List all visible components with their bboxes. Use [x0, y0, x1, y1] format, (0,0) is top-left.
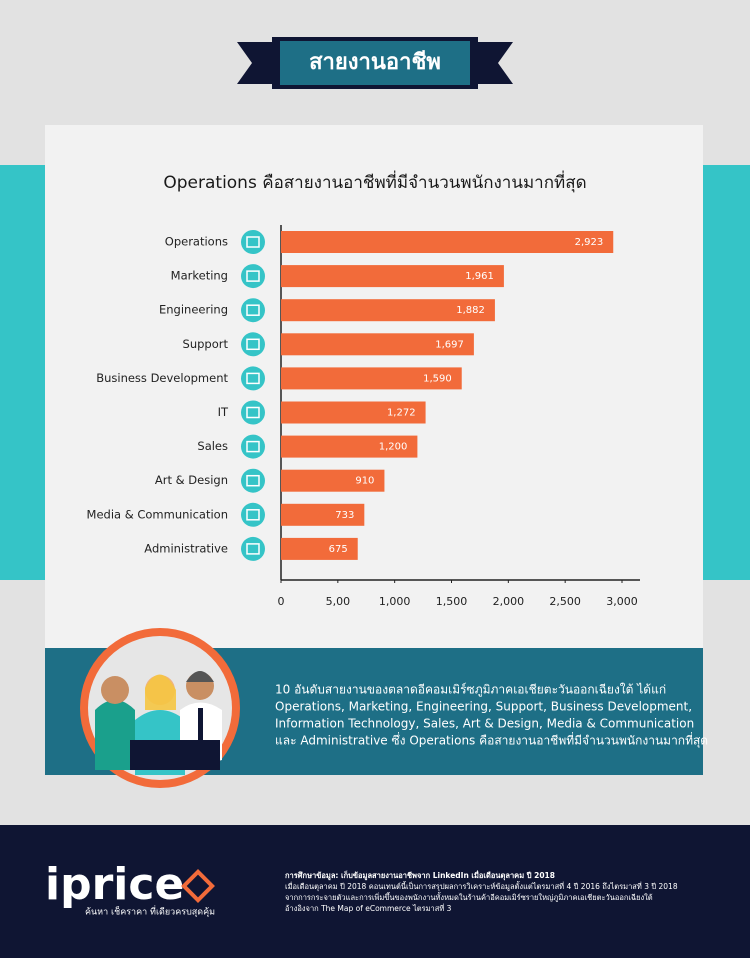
value-label: 910 — [355, 476, 374, 487]
logo: iprice — [45, 859, 184, 910]
source-line: เมื่อเดือนตุลาคม ปี 2018 คอนเทนต์นี้เป็น… — [285, 881, 678, 891]
category-icon-glyph — [246, 509, 260, 521]
y-tick-label: Business Development — [96, 371, 228, 385]
x-tick-label: 5,00 — [326, 595, 351, 608]
category-icon — [241, 230, 265, 254]
value-label: 1,697 — [435, 339, 464, 350]
source-line: จากการกระจายตัวและการเพิ่มขึ้นของพนักงาน… — [285, 892, 653, 902]
y-tick-label: Marketing — [171, 269, 228, 283]
category-icon-glyph — [246, 372, 260, 385]
x-tick-label: 0 — [278, 595, 285, 608]
category-icon-glyph — [246, 406, 260, 419]
ribbon-box — [280, 41, 470, 85]
footer — [0, 825, 750, 958]
people-illustration — [95, 671, 222, 775]
bar — [281, 503, 365, 526]
value-label: 1,272 — [387, 408, 416, 419]
y-tick-label: Media & Communication — [87, 507, 228, 521]
bar — [281, 469, 385, 492]
category-icon-glyph — [246, 236, 260, 248]
y-tick-label: Sales — [197, 439, 228, 453]
value-label: 1,882 — [456, 305, 485, 316]
value-label: 1,961 — [465, 271, 494, 282]
description-line: Information Technology, Sales, Art & Des… — [275, 717, 694, 731]
x-tick-label: 3,000 — [606, 595, 638, 608]
category-icon — [241, 332, 265, 357]
value-label: 1,200 — [379, 442, 408, 453]
category-icon-glyph — [246, 270, 260, 282]
category-icon-glyph — [246, 543, 260, 555]
bar — [281, 231, 614, 253]
x-tick-label: 2,000 — [493, 595, 525, 608]
bar — [281, 435, 418, 458]
bar — [281, 401, 426, 424]
category-icon — [241, 264, 265, 289]
category-icon — [241, 434, 265, 459]
category-icon-glyph — [246, 440, 260, 453]
category-icon — [241, 536, 265, 561]
bar — [281, 537, 358, 560]
x-tick-label: 1,500 — [436, 595, 468, 608]
bar — [281, 367, 462, 390]
source-line: การศึกษาข้อมูล: เก็บข้อมูลสายงานอาชีพจาก… — [285, 869, 555, 881]
description-line: และ Administrative ซึ่ง Operations คือสา… — [275, 732, 708, 749]
source-line: อ้างอิงจาก The Map of eCommerce ไตรมาสที… — [285, 903, 452, 913]
header-title: สายงานอาชีพ — [309, 50, 441, 75]
value-label: 733 — [335, 510, 354, 521]
bar — [281, 299, 495, 322]
value-label: 1,590 — [423, 373, 452, 384]
category-icon-glyph — [246, 474, 260, 487]
x-tick-label: 1,000 — [379, 595, 411, 608]
y-tick-label: Support — [183, 337, 229, 351]
value-label: 2,923 — [575, 237, 604, 248]
value-label: 675 — [329, 544, 348, 555]
y-tick-label: Engineering — [159, 303, 228, 317]
category-icon — [241, 502, 265, 527]
description-line: Operations, Marketing, Engineering, Supp… — [275, 700, 692, 714]
category-icon — [241, 366, 265, 391]
bar — [281, 333, 474, 356]
logo-tag — [181, 869, 215, 903]
y-tick-label: Administrative — [144, 541, 228, 555]
y-tick-label: IT — [218, 405, 229, 419]
category-icon-glyph — [246, 304, 260, 316]
category-icon — [241, 468, 265, 493]
y-tick-label: Art & Design — [155, 473, 228, 487]
logo-tagline: ค้นหา เช็คราคา ที่เดียวครบสุดคุ้ม — [85, 905, 215, 918]
chart-title: Operations คือสายงานอาชีพที่มีจำนวนพนักง… — [163, 170, 586, 193]
category-icon — [241, 400, 265, 425]
description-line: 10 อันดับสายงานของตลาดอีคอมเมิร์ซภูมิภาค… — [275, 683, 666, 698]
y-tick-label: Operations — [165, 235, 228, 249]
category-icon-glyph — [246, 338, 260, 351]
x-tick-label: 2,500 — [549, 595, 581, 608]
bar — [281, 265, 504, 288]
category-icon — [241, 298, 265, 323]
